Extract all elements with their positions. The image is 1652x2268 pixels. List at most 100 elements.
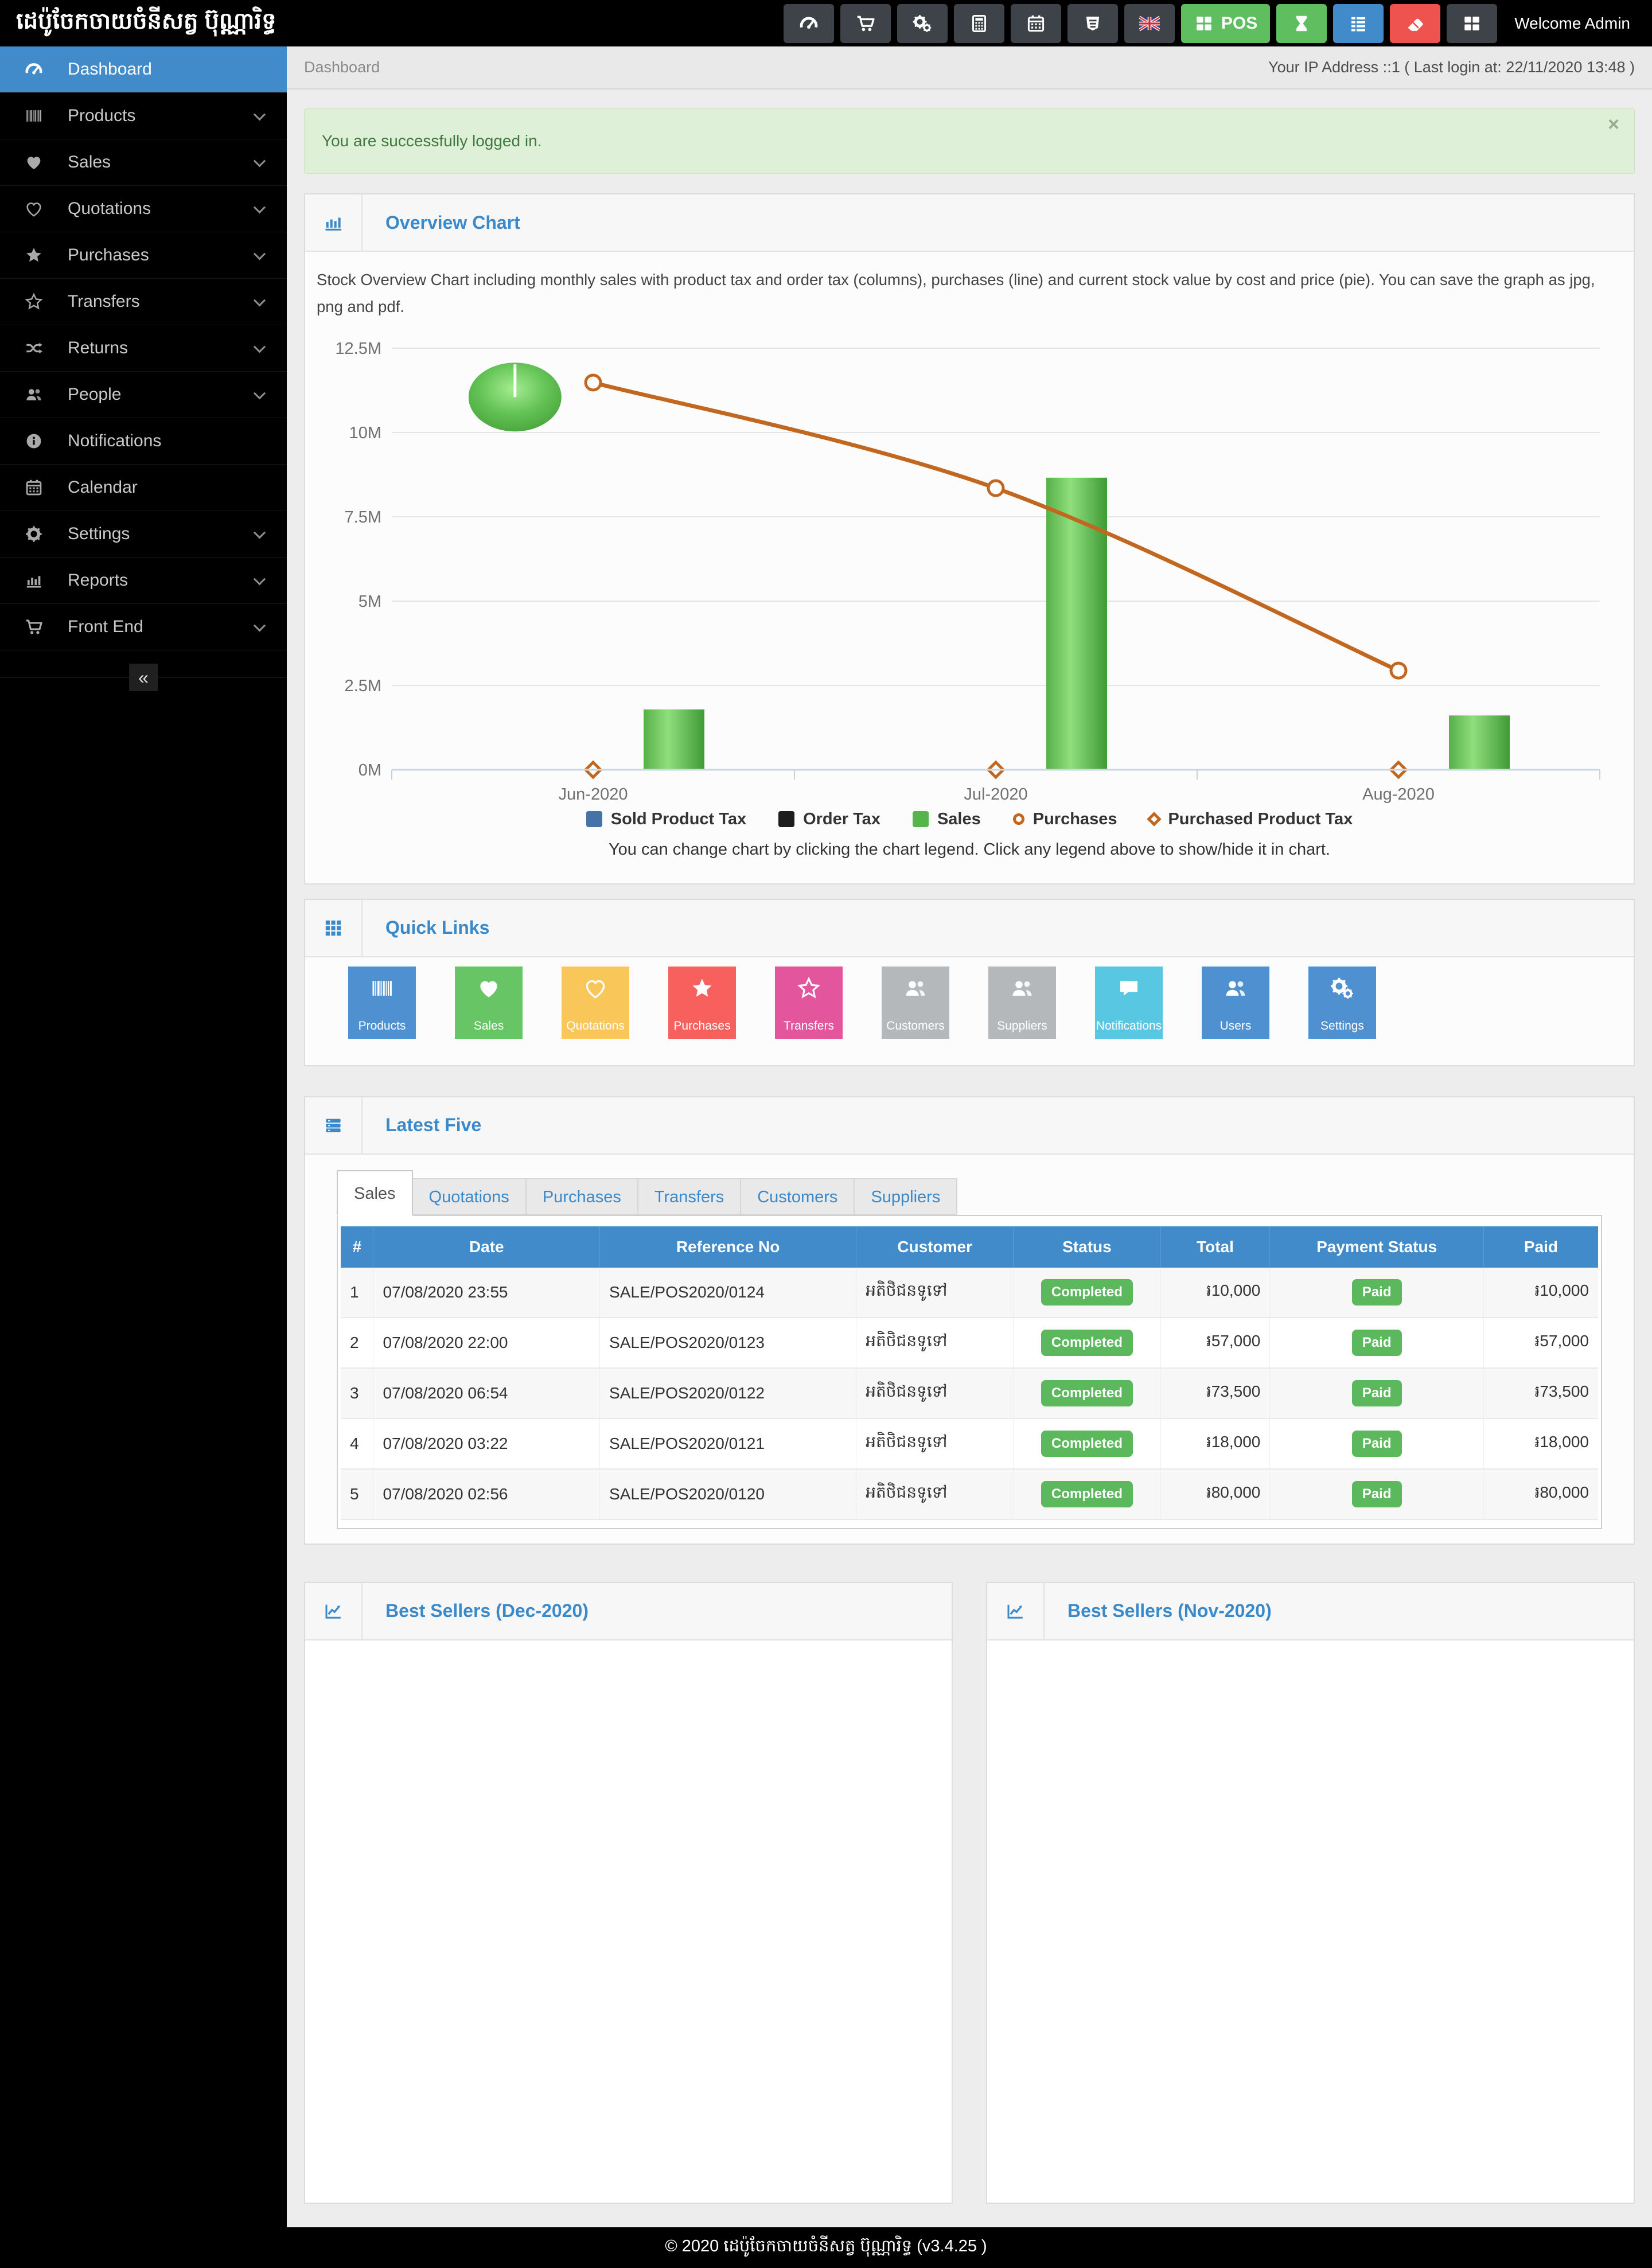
svg-text:Jun-2020: Jun-2020 xyxy=(559,785,628,804)
sidebar-item-people[interactable]: People xyxy=(0,372,287,418)
topbar-style-button[interactable] xyxy=(1067,3,1118,43)
topbar-pos-button[interactable]: POS xyxy=(1180,3,1271,43)
sidebar-item-products[interactable]: Products xyxy=(0,93,287,139)
topbar-cart-button[interactable] xyxy=(840,3,891,43)
topbar-calendar-button[interactable] xyxy=(1010,3,1061,43)
tab-quotations[interactable]: Quotations xyxy=(411,1178,527,1215)
user-menu[interactable]: Welcome Admin xyxy=(1514,14,1630,32)
legend-item-order-tax[interactable]: Order Tax xyxy=(778,810,880,829)
sidebar-collapse-button[interactable]: « xyxy=(129,664,158,691)
cell-date: 07/08/2020 23:55 xyxy=(373,1267,601,1318)
session-info: Your IP Address ::1 ( Last login at: 22/… xyxy=(1268,59,1635,76)
sidebar-item-front-end[interactable]: Front End xyxy=(0,604,287,650)
panel-title: Best Sellers (Dec-2020) xyxy=(385,1600,589,1621)
svg-text:0M: 0M xyxy=(359,761,381,780)
legend-square-marker xyxy=(778,811,795,827)
latest-five-panel: Latest Five Sales Quotations Purchases Tran… xyxy=(304,1096,1635,1545)
overview-chart: 12.5M 10M 7.5M 5M 2.5M 0M Jun-2020 Jul-2020 Aug-… xyxy=(315,326,1623,809)
panel-title: Best Sellers (Nov-2020) xyxy=(1067,1600,1272,1621)
heart-o-icon xyxy=(26,202,41,217)
tile-label: Settings xyxy=(1320,1019,1364,1032)
topbar-reset-button[interactable] xyxy=(1390,3,1441,43)
table-row: 4 07/08/2020 03:22 SALE/POS2020/0121 អតិថិជ… xyxy=(341,1418,1598,1470)
cell-date: 07/08/2020 22:00 xyxy=(373,1317,601,1369)
sidebar-item-calendar[interactable]: Calendar xyxy=(0,465,287,511)
chevron-down-icon xyxy=(253,294,266,307)
tile-label: Products xyxy=(358,1019,406,1032)
tab-transfers[interactable]: Transfers xyxy=(637,1178,742,1215)
gear-icon xyxy=(26,526,42,542)
gauge-icon xyxy=(25,63,42,75)
tab-suppliers[interactable]: Suppliers xyxy=(854,1178,958,1215)
chevron-down-icon xyxy=(253,155,266,167)
quick-link-transfers[interactable]: Transfers xyxy=(775,966,843,1039)
tile-label: Sales xyxy=(473,1019,504,1032)
topbar-dashboard-button[interactable] xyxy=(783,3,834,43)
chevron-down-icon xyxy=(253,527,266,539)
line-chart-icon xyxy=(305,1583,363,1639)
css3-icon xyxy=(1086,16,1099,30)
cell-status: Completed xyxy=(1013,1317,1161,1369)
quick-link-quotations[interactable]: Quotations xyxy=(562,966,629,1039)
best-sellers-nov-panel: Best Sellers (Nov-2020) xyxy=(986,1581,1635,2204)
tile-label: Users xyxy=(1219,1019,1252,1032)
cell-customer: អតិថិជនទូទៅ xyxy=(856,1267,1014,1318)
quick-link-suppliers[interactable]: Suppliers xyxy=(988,966,1056,1039)
panel-header: Overview Chart xyxy=(305,194,1634,252)
legend-item-sales[interactable]: Sales xyxy=(912,809,981,829)
tab-customers[interactable]: Customers xyxy=(740,1178,855,1215)
tab-sales[interactable]: Sales xyxy=(337,1170,413,1216)
column-header: # xyxy=(341,1226,374,1268)
sidebar-item-quotations[interactable]: Quotations xyxy=(0,186,287,232)
barcode-icon xyxy=(26,110,42,122)
status-badge: Completed xyxy=(1041,1480,1133,1507)
server-icon xyxy=(326,1119,341,1132)
sidebar-item-label: People xyxy=(68,385,122,404)
legend-item-sold-product-tax[interactable]: Sold Product Tax xyxy=(586,810,746,829)
quick-link-users[interactable]: Users xyxy=(1202,966,1269,1039)
table-row: 3 07/08/2020 06:54 SALE/POS2020/0122 អតិថិជ… xyxy=(341,1367,1598,1419)
cell-total: ៛80,000 xyxy=(1160,1468,1271,1520)
column-header: Date xyxy=(373,1226,601,1268)
quick-link-settings[interactable]: Settings xyxy=(1308,966,1376,1039)
legend-label: Sold Product Tax xyxy=(610,809,747,828)
chevron-down-icon xyxy=(253,201,266,214)
status-badge: Completed xyxy=(1041,1430,1133,1457)
topbar-registers-button[interactable] xyxy=(1333,3,1384,43)
quick-link-purchases[interactable]: Purchases xyxy=(668,966,736,1039)
tab-purchases[interactable]: Purchases xyxy=(525,1178,638,1215)
cell-reference: SALE/POS2020/0122 xyxy=(599,1367,857,1419)
cell-total: ៛10,000 xyxy=(1160,1267,1271,1318)
sidebar-item-settings[interactable]: Settings xyxy=(0,511,287,558)
sidebar-item-dashboard[interactable]: Dashboard xyxy=(0,46,287,93)
sidebar-item-notifications[interactable]: Notifications xyxy=(0,418,287,465)
topbar-language-english-button[interactable] xyxy=(1124,3,1175,43)
topbar-opened-bills-button[interactable] xyxy=(1276,3,1327,43)
quick-link-notifications[interactable]: Notifications xyxy=(1095,966,1163,1039)
bar-chart-icon xyxy=(325,217,342,231)
sidebar-item-purchases[interactable]: Purchases xyxy=(0,232,287,279)
quick-link-customers[interactable]: Customers xyxy=(882,966,949,1039)
svg-text:Aug-2020: Aug-2020 xyxy=(1362,785,1435,804)
sidebar-item-reports[interactable]: Reports xyxy=(0,558,287,604)
cell-no: 2 xyxy=(341,1317,374,1369)
line-chart-icon xyxy=(1007,1604,1023,1619)
sidebar-item-sales[interactable]: Sales xyxy=(0,139,287,186)
legend-item-purchases[interactable]: Purchases xyxy=(1012,810,1117,829)
quick-link-products[interactable]: Products xyxy=(348,966,416,1039)
sidebar-item-label: Products xyxy=(68,106,136,125)
topbar-settings-button[interactable] xyxy=(897,3,948,43)
cell-status: Completed xyxy=(1013,1468,1161,1520)
column-header: Paid xyxy=(1483,1226,1598,1268)
alert-close-icon[interactable]: × xyxy=(1608,114,1619,135)
quick-link-sales[interactable]: Sales xyxy=(455,966,523,1039)
status-badge: Completed xyxy=(1041,1279,1133,1306)
sidebar-item-returns[interactable]: Returns xyxy=(0,325,287,372)
eraser-icon xyxy=(1408,18,1423,31)
topbar-calculator-button[interactable] xyxy=(953,3,1004,43)
cell-status: Completed xyxy=(1013,1418,1161,1470)
legend-item-purchased-product-tax[interactable]: Purchased Product Tax xyxy=(1147,810,1353,829)
legend-label: Sales xyxy=(937,809,981,828)
sidebar-item-transfers[interactable]: Transfers xyxy=(0,279,287,325)
topbar-apps-button[interactable] xyxy=(1447,3,1498,43)
